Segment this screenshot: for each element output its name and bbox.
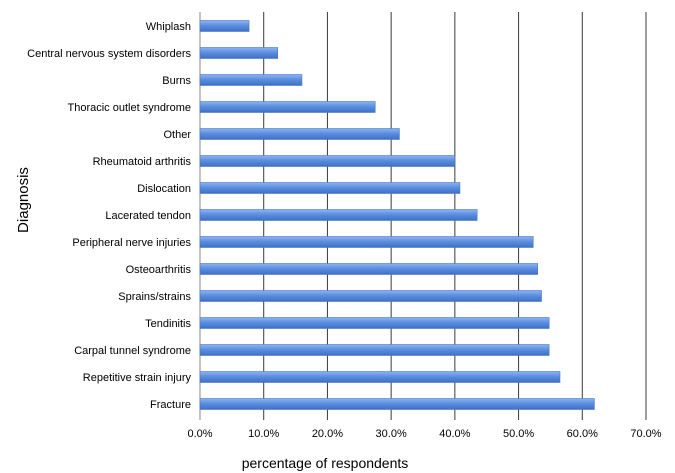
bar (199, 398, 595, 410)
category-label: Osteoarthritis (126, 264, 192, 276)
category-label: Repetitive strain injury (83, 372, 192, 384)
bar (199, 20, 250, 32)
category-label: Dislocation (137, 183, 191, 195)
category-label: Central nervous system disorders (27, 48, 191, 60)
x-tick-label: 10.0% (248, 428, 279, 440)
category-label: Thoracic outlet syndrome (68, 102, 192, 114)
bar (199, 128, 400, 140)
category-label: Tendinitis (145, 318, 191, 330)
bar (199, 209, 478, 221)
x-tick-label: 30.0% (376, 428, 407, 440)
category-label: Peripheral nerve injuries (72, 237, 191, 249)
category-label: Lacerated tendon (105, 210, 191, 222)
category-label: Whiplash (146, 21, 191, 33)
x-tick-label: 60.0% (567, 428, 598, 440)
bar (199, 101, 376, 113)
bar (199, 263, 538, 275)
category-labels: Whiplash Central nervous system disorders… (27, 21, 191, 411)
x-tick-label: 0.0% (187, 428, 212, 440)
category-label: Sprains/strains (118, 291, 191, 303)
x-tick-label: 50.0% (503, 428, 534, 440)
bar (199, 74, 303, 86)
x-tick-label: 20.0% (312, 428, 343, 440)
category-label: Rheumatoid arthritis (93, 156, 192, 168)
bar (199, 182, 461, 194)
bars (199, 20, 595, 410)
category-label: Fracture (150, 399, 191, 411)
bar (199, 344, 550, 356)
bar (199, 290, 542, 302)
bar (199, 236, 534, 248)
bar (199, 47, 279, 59)
category-label: Carpal tunnel syndrome (74, 345, 191, 357)
category-label: Burns (162, 75, 191, 87)
bar (199, 155, 456, 167)
category-label: Other (163, 129, 191, 141)
x-tick-label: 70.0% (630, 428, 661, 440)
bar (199, 371, 561, 383)
y-axis-title: Diagnosis (15, 167, 32, 233)
x-axis-title: percentage of respondents (242, 455, 409, 471)
x-tick-labels: 0.0% 10.0% 20.0% 30.0% 40.0% 50.0% 60.0% 70.0% (187, 428, 661, 440)
bar (199, 317, 550, 329)
x-tick-label: 40.0% (439, 428, 470, 440)
